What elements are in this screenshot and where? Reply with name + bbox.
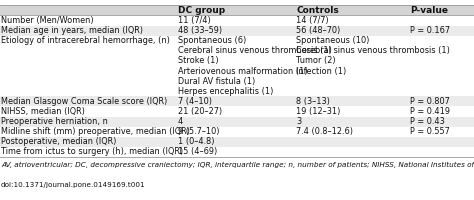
Bar (0, 106, 474, 117)
Bar (0, 127, 474, 137)
Text: 3: 3 (296, 117, 301, 126)
Text: Median age in years, median (IQR): Median age in years, median (IQR) (1, 26, 143, 35)
Text: Median Glasgow Coma Scale score (IQR): Median Glasgow Coma Scale score (IQR) (1, 97, 167, 106)
Text: Etiology of intracerebral hemorrhage, (n): Etiology of intracerebral hemorrhage, (n… (1, 36, 170, 45)
Text: P-value: P-value (410, 6, 448, 15)
Text: Controls: Controls (296, 6, 339, 15)
Text: 19 (12–31): 19 (12–31) (296, 107, 341, 116)
Text: Spontaneous (6): Spontaneous (6) (178, 36, 246, 45)
Text: Arteriovenous malformation (1): Arteriovenous malformation (1) (178, 67, 307, 76)
Text: Dural AV fistula (1): Dural AV fistula (1) (178, 77, 255, 86)
Bar (0, 5, 474, 15)
Text: 1 (0–4.8): 1 (0–4.8) (178, 137, 214, 146)
Text: AV, atrioventricular; DC, decompressive craniectomy; IQR, interquartile range; n: AV, atrioventricular; DC, decompressive … (1, 162, 474, 168)
Text: Cerebral sinus venous thrombosis (1): Cerebral sinus venous thrombosis (1) (178, 46, 332, 55)
Text: 7 (4–10): 7 (4–10) (178, 97, 212, 106)
Bar (0, 46, 474, 56)
Text: Preoperative herniation, n: Preoperative herniation, n (1, 117, 108, 126)
Text: 7.4 (0.8–12.6): 7.4 (0.8–12.6) (296, 127, 353, 136)
Text: Stroke (1): Stroke (1) (178, 56, 219, 65)
Text: DC group: DC group (178, 6, 225, 15)
Text: 56 (48–70): 56 (48–70) (296, 26, 340, 35)
Text: Spontaneous (10): Spontaneous (10) (296, 36, 370, 45)
Text: Midline shift (mm) preoperative, median (IQR): Midline shift (mm) preoperative, median … (1, 127, 190, 136)
Bar (0, 96, 474, 106)
Text: P = 0.167: P = 0.167 (410, 26, 450, 35)
Bar (0, 36, 474, 46)
Text: 48 (33–59): 48 (33–59) (178, 26, 222, 35)
Bar (0, 66, 474, 76)
Text: P = 0.43: P = 0.43 (410, 117, 445, 126)
Text: 14 (7/7): 14 (7/7) (296, 16, 329, 25)
Text: Herpes encephalitis (1): Herpes encephalitis (1) (178, 87, 273, 96)
Text: Time from ictus to surgery (h), median (IQR): Time from ictus to surgery (h), median (… (1, 147, 183, 156)
Text: Cerebral sinus venous thrombosis (1): Cerebral sinus venous thrombosis (1) (296, 46, 450, 55)
Text: 9 (5.7–10): 9 (5.7–10) (178, 127, 219, 136)
Bar (0, 137, 474, 147)
Text: 11 (7/4): 11 (7/4) (178, 16, 210, 25)
Text: Tumor (2): Tumor (2) (296, 56, 336, 65)
Text: 15 (4–69): 15 (4–69) (178, 147, 217, 156)
Bar (0, 76, 474, 86)
Text: Postoperative, median (IQR): Postoperative, median (IQR) (1, 137, 116, 146)
Text: doi:10.1371/journal.pone.0149169.t001: doi:10.1371/journal.pone.0149169.t001 (1, 182, 146, 188)
Text: P = 0.419: P = 0.419 (410, 107, 450, 116)
Bar (0, 56, 474, 66)
Text: NIHSS, median (IQR): NIHSS, median (IQR) (1, 107, 85, 116)
Bar (0, 86, 474, 96)
Bar (0, 26, 474, 36)
Text: Number (Men/Women): Number (Men/Women) (1, 16, 93, 25)
Text: Infection (1): Infection (1) (296, 67, 346, 76)
Bar (0, 15, 474, 26)
Bar (0, 117, 474, 127)
Text: 21 (20–27): 21 (20–27) (178, 107, 222, 116)
Bar (0, 147, 474, 157)
Text: 8 (3–13): 8 (3–13) (296, 97, 330, 106)
Text: P = 0.557: P = 0.557 (410, 127, 450, 136)
Text: P = 0.807: P = 0.807 (410, 97, 450, 106)
Text: 4: 4 (178, 117, 183, 126)
